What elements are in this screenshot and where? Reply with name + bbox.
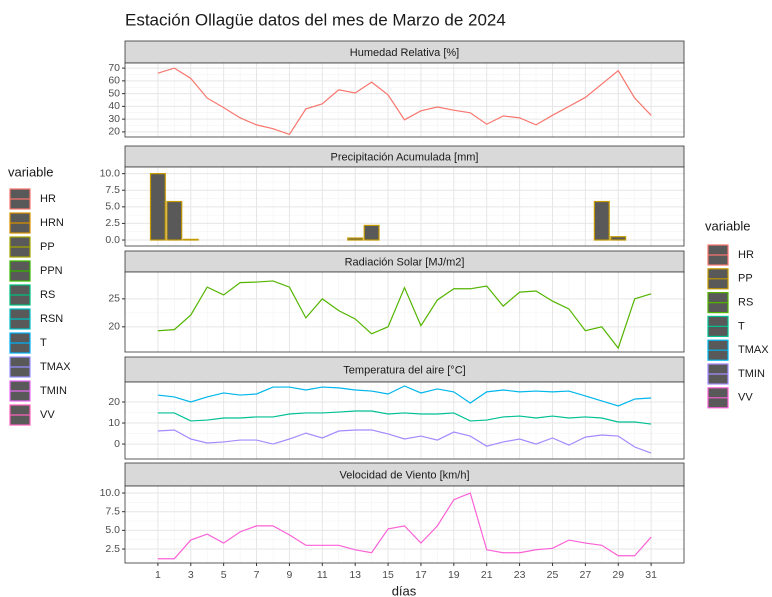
y-tick-label: 0.0: [105, 234, 120, 246]
x-tick-label: 7: [254, 569, 260, 581]
y-tick-label: 10: [108, 417, 120, 429]
legend-label: HRN: [40, 217, 64, 229]
bar: [593, 200, 610, 241]
x-tick-label: 11: [317, 569, 328, 581]
y-tick-label: 2.5: [105, 217, 120, 229]
x-tick-label: 3: [188, 569, 194, 581]
y-tick-label: 70: [108, 62, 120, 74]
panel-border: [124, 381, 685, 460]
x-tick-label: 9: [286, 569, 292, 581]
x-tick-label: 1: [155, 569, 161, 581]
legend-title: variable: [705, 218, 751, 233]
legend-label: PP: [738, 273, 753, 285]
x-tick-label: 27: [580, 569, 592, 581]
legend-label: RS: [40, 289, 55, 301]
y-tick-label: 20: [108, 126, 120, 138]
legend-label: VV: [738, 392, 753, 404]
y-tick-label: 5.0: [105, 201, 120, 213]
chart-title: Estación Ollagüe datos del mes de Marzo …: [125, 10, 506, 29]
x-tick-label: 5: [221, 569, 227, 581]
bar: [149, 173, 166, 241]
strip-title: Humedad Relativa [%]: [350, 47, 459, 59]
line: [157, 429, 652, 454]
strip-title: Temperatura del aire [°C]: [343, 364, 465, 376]
y-tick-label: 25: [108, 293, 120, 305]
x-tick-label: 21: [481, 569, 493, 581]
y-tick-label: 7.5: [105, 184, 120, 196]
line: [157, 385, 652, 407]
legend-label: RSN: [40, 313, 63, 325]
x-axis-label: días: [392, 583, 417, 597]
legend-label: T: [40, 337, 47, 349]
legend-label: HR: [40, 193, 56, 205]
legend-label: RS: [738, 297, 753, 309]
x-tick-label: 17: [415, 569, 427, 581]
strip-title: Velocidad de Viento [km/h]: [339, 469, 469, 481]
bar: [182, 238, 199, 241]
x-tick-label: 31: [645, 569, 657, 581]
y-tick-label: 7.5: [105, 505, 120, 517]
x-tick-label: 23: [514, 569, 526, 581]
bar: [347, 237, 364, 241]
line: [157, 410, 652, 425]
legend-title: variable: [8, 164, 54, 179]
line: [157, 280, 652, 350]
legend-label: VV: [40, 409, 55, 421]
legend-label: T: [738, 320, 745, 332]
bar: [166, 200, 183, 241]
legend-label: PPN: [40, 265, 63, 277]
strip-title: Radiación Solar [MJ/m2]: [345, 256, 465, 268]
bar: [363, 224, 380, 241]
legend-label: TMAX: [738, 344, 769, 356]
x-tick-label: 13: [349, 569, 361, 581]
x-tick-label: 29: [612, 569, 624, 581]
panel-border: [124, 271, 685, 353]
bar: [610, 236, 627, 241]
y-tick-label: 20: [108, 321, 120, 333]
y-tick-label: 2.5: [105, 543, 120, 555]
legend-label: TMIN: [40, 385, 67, 397]
strip: [124, 356, 685, 383]
panel-border: [124, 166, 685, 247]
y-tick-label: 40: [108, 100, 120, 112]
x-tick-label: 19: [448, 569, 460, 581]
y-tick-label: 5.0: [105, 524, 120, 536]
y-tick-label: 20: [108, 396, 120, 408]
x-tick-label: 15: [382, 569, 394, 581]
x-tick-label: 25: [547, 569, 559, 581]
y-tick-label: 30: [108, 113, 120, 125]
y-tick-label: 0: [114, 438, 120, 450]
y-tick-label: 50: [108, 87, 120, 99]
line: [157, 492, 652, 560]
y-tick-label: 10.0: [100, 167, 121, 179]
panel-border: [124, 62, 685, 138]
line: [157, 67, 652, 136]
y-tick-label: 60: [108, 75, 120, 87]
legend-label: TMAX: [40, 361, 71, 373]
legend-label: PP: [40, 241, 55, 253]
y-tick-label: 10.0: [100, 487, 121, 499]
legend-label: HR: [738, 249, 754, 261]
strip-title: Precipitación Acumulada [mm]: [331, 151, 479, 163]
panel-border: [124, 485, 685, 564]
legend-label: TMIN: [738, 368, 765, 380]
